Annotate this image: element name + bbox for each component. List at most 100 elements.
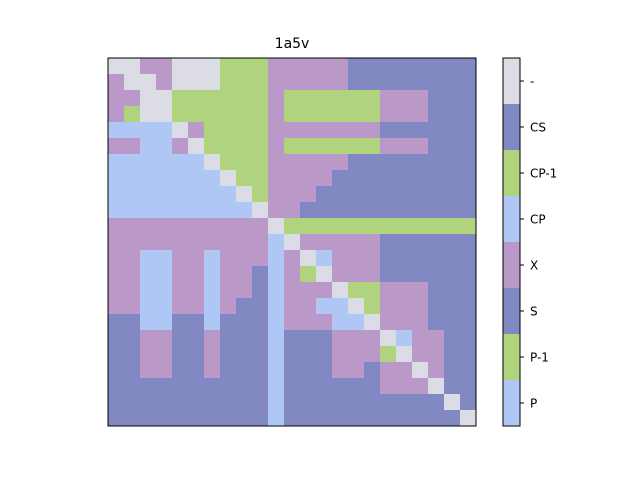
heatmap-cell <box>396 282 413 299</box>
heatmap-cell <box>428 250 445 267</box>
heatmap-cell <box>428 186 445 203</box>
colorbar-segment <box>503 196 520 243</box>
heatmap-cell <box>252 122 269 139</box>
heatmap-cell <box>172 330 189 347</box>
heatmap-cell <box>108 234 125 251</box>
heatmap-cell <box>204 394 221 411</box>
heatmap-cell <box>204 170 221 187</box>
heatmap-cell <box>332 58 349 75</box>
heatmap-cell <box>460 74 477 91</box>
heatmap-cell <box>140 106 157 123</box>
heatmap-cell <box>156 122 173 139</box>
heatmap-cell <box>268 250 285 267</box>
heatmap-cell <box>460 186 477 203</box>
heatmap-cell <box>268 266 285 283</box>
heatmap-cell <box>412 330 429 347</box>
heatmap-cell <box>380 186 397 203</box>
heatmap-cell <box>300 202 317 219</box>
heatmap-cell <box>124 202 141 219</box>
heatmap-cell <box>380 58 397 75</box>
heatmap-cell <box>188 58 205 75</box>
heatmap-cell <box>156 282 173 299</box>
heatmap-cell <box>108 106 125 123</box>
heatmap-cell <box>364 90 381 107</box>
heatmap-cell <box>268 202 285 219</box>
heatmap-cell <box>124 330 141 347</box>
heatmap-cell <box>252 394 269 411</box>
heatmap-cell <box>364 410 381 427</box>
heatmap-cell <box>156 250 173 267</box>
heatmap-cell <box>332 154 349 171</box>
heatmap-cell <box>300 138 317 155</box>
heatmap-cell <box>396 330 413 347</box>
heatmap-cell <box>108 362 125 379</box>
heatmap-cell <box>380 394 397 411</box>
heatmap-cell <box>284 266 301 283</box>
heatmap-cell <box>460 170 477 187</box>
heatmap-cell <box>348 58 365 75</box>
heatmap-cell <box>268 282 285 299</box>
heatmap-cell <box>124 234 141 251</box>
heatmap-cell <box>188 314 205 331</box>
heatmap-cell <box>236 282 253 299</box>
heatmap-cell <box>364 74 381 91</box>
heatmap-cell <box>428 122 445 139</box>
heatmap-cell <box>460 202 477 219</box>
heatmap-cell <box>332 138 349 155</box>
heatmap-cell <box>412 186 429 203</box>
heatmap-cell <box>316 90 333 107</box>
heatmap-cell <box>380 202 397 219</box>
heatmap-cell <box>204 106 221 123</box>
heatmap-cell <box>380 74 397 91</box>
heatmap-cell <box>348 218 365 235</box>
heatmap-cell <box>444 378 461 395</box>
heatmap-cell <box>348 122 365 139</box>
chart-title: 1a5v <box>275 36 310 52</box>
heatmap-cell <box>364 282 381 299</box>
heatmap-cell <box>140 410 157 427</box>
heatmap-cell <box>364 250 381 267</box>
heatmap-cell <box>156 362 173 379</box>
heatmap-cell <box>172 154 189 171</box>
heatmap-cell <box>444 266 461 283</box>
heatmap-cell <box>252 314 269 331</box>
heatmap-cell <box>220 90 237 107</box>
heatmap-cell <box>252 378 269 395</box>
heatmap-cell <box>108 266 125 283</box>
heatmap-cell <box>284 250 301 267</box>
heatmap-cell <box>172 282 189 299</box>
heatmap-cell <box>156 202 173 219</box>
heatmap-cell <box>428 90 445 107</box>
heatmap-cell <box>284 138 301 155</box>
colorbar-tick-label: CP <box>530 213 546 227</box>
heatmap-cell <box>380 330 397 347</box>
heatmap-cell <box>316 218 333 235</box>
heatmap-cell <box>364 170 381 187</box>
heatmap-cell <box>236 218 253 235</box>
heatmap-cell <box>284 234 301 251</box>
heatmap-cell <box>316 282 333 299</box>
heatmap-cell <box>220 394 237 411</box>
heatmap-cell <box>428 266 445 283</box>
heatmap-cell <box>108 250 125 267</box>
heatmap-cell <box>396 154 413 171</box>
heatmap-cell <box>204 330 221 347</box>
heatmap-cell <box>236 74 253 91</box>
heatmap-cell <box>412 250 429 267</box>
heatmap-cell <box>380 410 397 427</box>
heatmap-cell <box>124 410 141 427</box>
heatmap-cell <box>236 362 253 379</box>
heatmap-cell <box>460 394 477 411</box>
heatmap-cell <box>220 346 237 363</box>
heatmap-cell <box>364 58 381 75</box>
heatmap-cell <box>108 378 125 395</box>
heatmap-cell <box>188 138 205 155</box>
heatmap-cell <box>236 250 253 267</box>
heatmap-cell <box>412 170 429 187</box>
heatmap-cell <box>364 106 381 123</box>
heatmap-cell <box>332 106 349 123</box>
heatmap-cell <box>412 122 429 139</box>
heatmap-cell <box>364 298 381 315</box>
heatmap-cell <box>236 346 253 363</box>
heatmap-cell <box>316 362 333 379</box>
